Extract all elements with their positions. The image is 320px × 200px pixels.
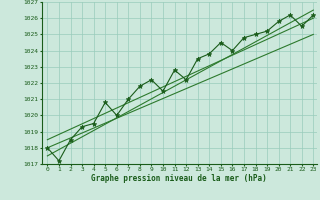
X-axis label: Graphe pression niveau de la mer (hPa): Graphe pression niveau de la mer (hPa): [91, 174, 267, 183]
